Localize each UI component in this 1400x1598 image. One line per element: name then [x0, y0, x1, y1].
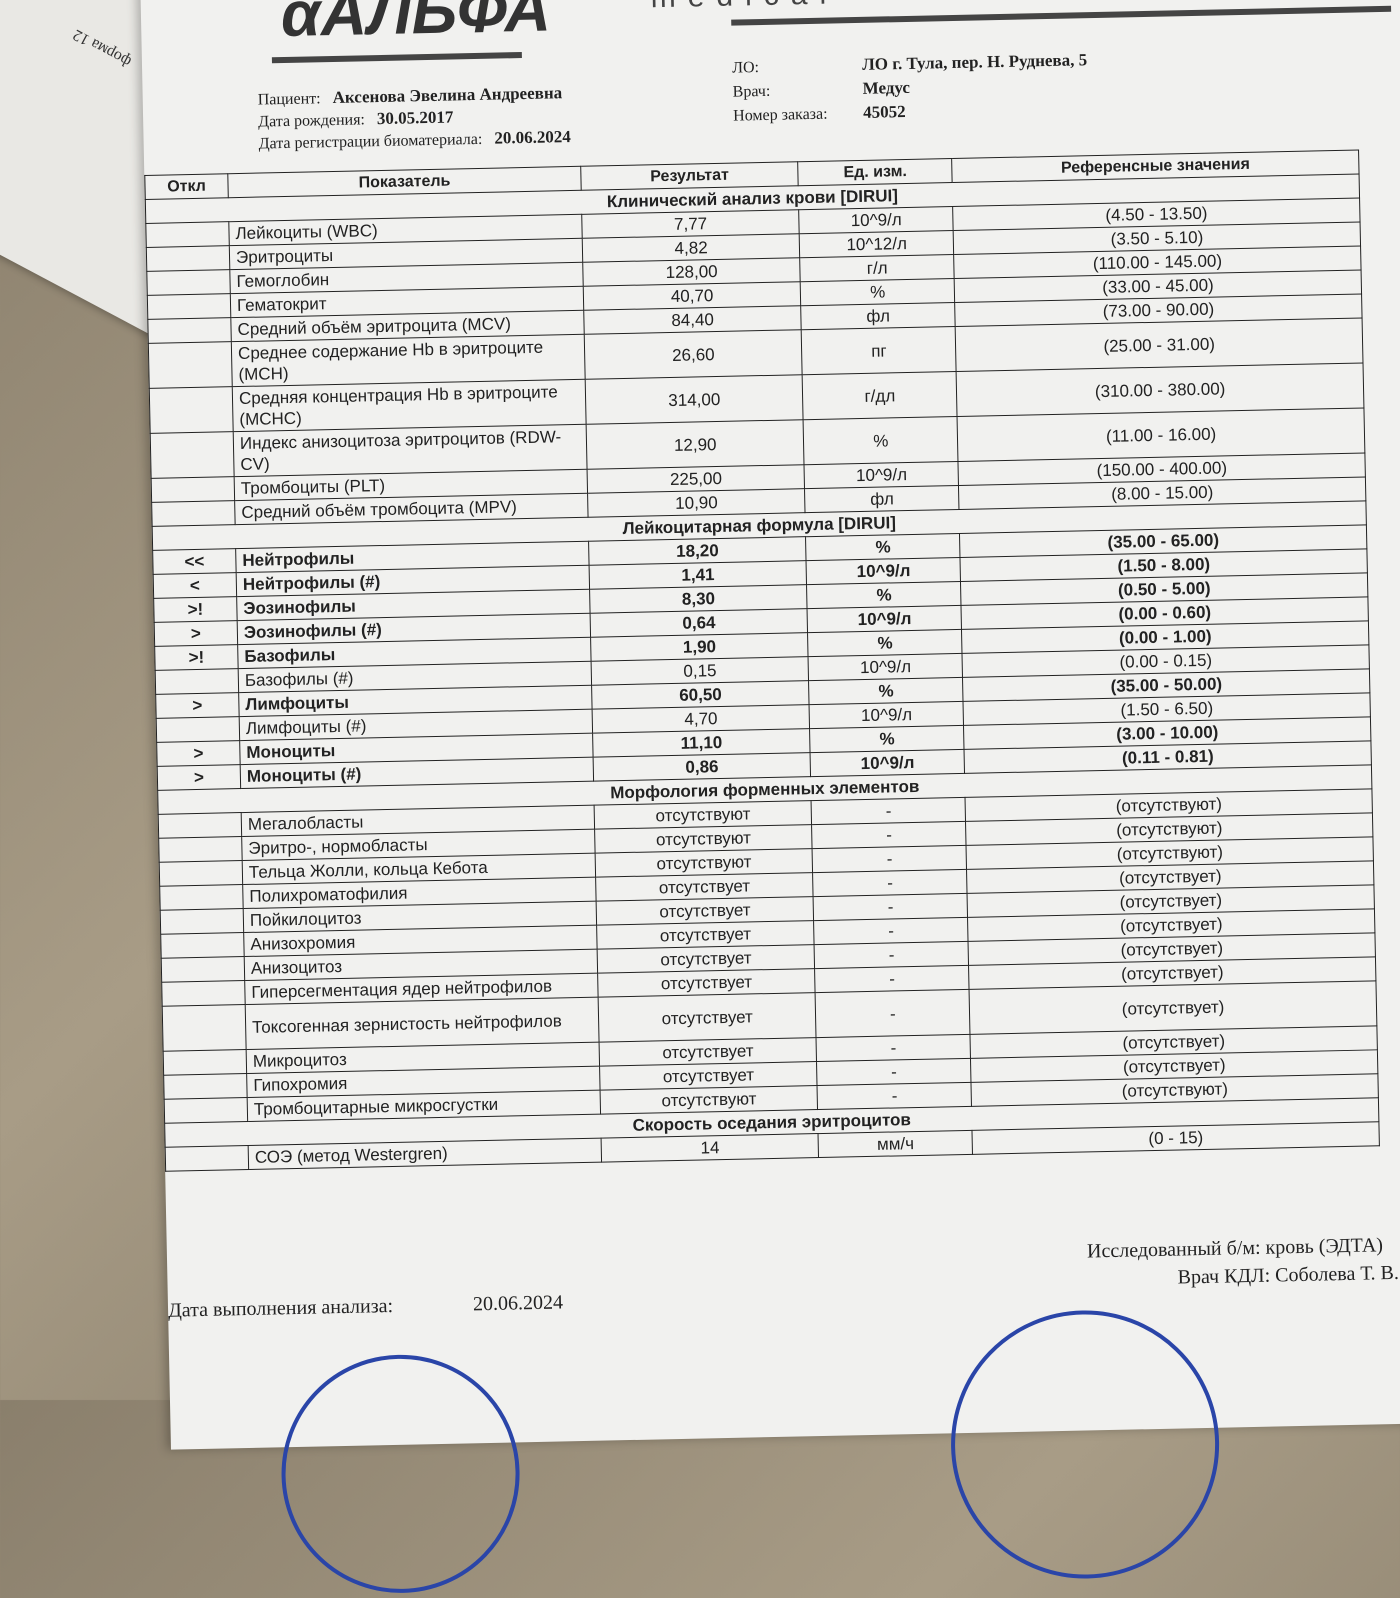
unit: г/л [800, 254, 955, 282]
deviation-flag [164, 1097, 248, 1124]
stamp-right [948, 1307, 1222, 1582]
deviation-flag [161, 956, 245, 983]
result-value: 14 [601, 1133, 819, 1163]
unit: мм/ч [818, 1130, 973, 1158]
deviation-flag: < [153, 572, 237, 599]
deviation-flag [148, 341, 233, 389]
deviation-flag [158, 812, 242, 839]
deviation-flag [163, 1073, 248, 1100]
deviation-flag [146, 245, 230, 272]
deviation-flag: >! [153, 596, 238, 623]
unit: - [813, 893, 968, 921]
completion-date: Дата выполнения анализа: 20.06.2024 [167, 1291, 564, 1322]
unit: % [809, 725, 965, 753]
unit: - [813, 917, 969, 945]
deviation-flag [160, 908, 244, 935]
unit: фл [801, 302, 956, 330]
deviation-flag [163, 1049, 247, 1076]
col-flag: Откл [144, 173, 229, 200]
unit: фл [804, 485, 960, 513]
unit: - [815, 989, 971, 1038]
deviation-flag [145, 221, 230, 248]
result-value: 12,90 [586, 419, 805, 470]
indicator-name: Средняя концентрация Hb в эритроците (MC… [232, 379, 587, 432]
col-unit: Ед. изм. [798, 158, 953, 186]
unit: % [800, 278, 955, 306]
unit: 10^9/л [810, 749, 965, 777]
unit: - [817, 1082, 972, 1110]
deviation-flag [160, 932, 245, 959]
order-line: Номер заказа: 45052 [733, 101, 906, 125]
logo: αАЛЬФА [280, 0, 552, 51]
unit: пг [801, 326, 957, 375]
unit: - [814, 965, 970, 993]
unit: - [812, 845, 967, 873]
deviation-flag [159, 860, 243, 887]
patient-line: Пациент: Аксенова Эвелина Андреевна [257, 83, 563, 109]
deviation-flag [165, 1145, 249, 1172]
lo-line: ЛО: ЛО г. Тула, пер. Н. Руднева, 5 [732, 50, 1088, 77]
lab-doctor-text: Врач КДЛ: Соболева Т. В. [1177, 1261, 1400, 1289]
unit: % [808, 677, 964, 705]
unit: 10^9/л [808, 653, 963, 681]
deviation-flag [147, 317, 232, 344]
deviation-flag [146, 269, 231, 296]
unit: % [805, 533, 961, 561]
background-sheet-text: форма 12 [70, 25, 135, 71]
deviation-flag [147, 293, 231, 320]
unit: 10^9/л [804, 461, 959, 489]
stamp-left [279, 1352, 523, 1596]
doctor-line: Врач: Медус [732, 77, 911, 101]
result-value: 26,60 [584, 329, 803, 380]
logo-line [271, 52, 522, 64]
deviation-flag: >! [154, 644, 239, 671]
unit: - [814, 941, 969, 969]
result-value: отсутствует [598, 992, 817, 1043]
deviation-flag [151, 476, 235, 503]
deviation-flag [150, 431, 235, 479]
unit: - [811, 797, 966, 825]
unit: - [811, 821, 967, 849]
logo-sub: medical [650, 0, 838, 15]
deviation-flag: << [152, 548, 237, 575]
deviation-flag [155, 668, 239, 695]
material-text: Исследованный б/м: кровь (ЭДТА) [1086, 1234, 1384, 1263]
deviation-flag: > [154, 620, 238, 647]
unit: - [816, 1058, 972, 1086]
deviation-flag [156, 716, 240, 743]
indicator-name: Индекс анизоцитоза эритроцитов (RDW-CV) [233, 424, 588, 477]
deviation-flag [158, 836, 243, 863]
reg-line: Дата регистрации биоматериала: 20.06.202… [258, 127, 572, 153]
unit: 10^12/л [799, 230, 954, 258]
deviation-flag: > [156, 740, 241, 767]
unit: % [803, 416, 959, 465]
deviation-flag [161, 980, 246, 1007]
deviation-flag [149, 386, 234, 434]
unit: - [816, 1034, 971, 1062]
results-table: Откл Показатель Результат Ед. изм. Рефер… [144, 150, 1380, 1172]
unit: 10^9/л [806, 557, 961, 585]
unit: 10^9/л [799, 206, 954, 234]
unit: % [806, 581, 962, 609]
deviation-flag: > [157, 764, 241, 791]
indicator-name: Токсогенная зернистость нейтрофилов [245, 997, 600, 1050]
result-value: 314,00 [585, 374, 804, 425]
dob-line: Дата рождения: 30.05.2017 [258, 107, 454, 131]
deviation-flag [162, 1004, 247, 1052]
indicator-name: Среднее содержание Hb в эритроците (MCH) [231, 334, 586, 387]
lab-report: αАЛЬФА medical Пациент: Аксенова Эвелина… [140, 0, 1400, 1596]
deviation-flag [151, 500, 236, 527]
unit: - [812, 869, 968, 897]
unit: % [807, 629, 963, 657]
unit: 10^9/л [809, 701, 964, 729]
unit: 10^9/л [807, 605, 962, 633]
unit: г/дл [802, 371, 958, 420]
deviation-flag [159, 884, 244, 911]
deviation-flag: > [155, 692, 240, 719]
